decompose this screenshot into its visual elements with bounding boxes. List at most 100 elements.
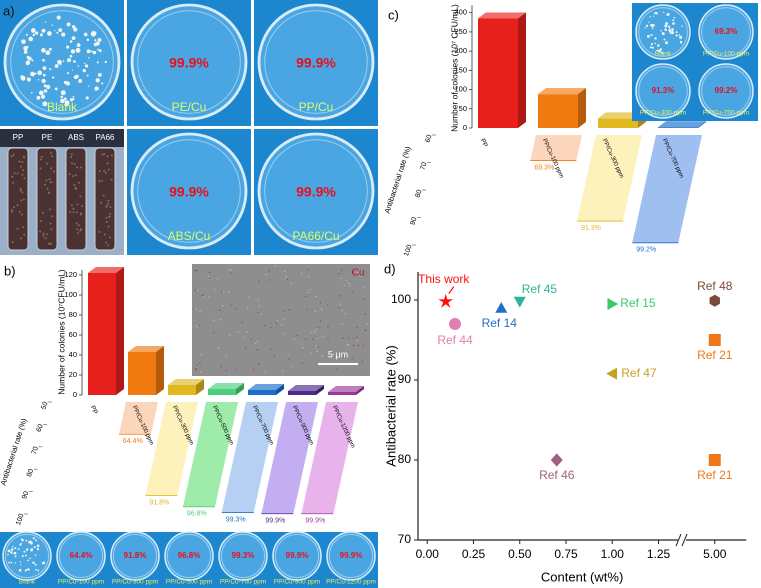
- sem-speck: [220, 365, 222, 368]
- colony: [71, 50, 75, 53]
- bar-top: [288, 385, 324, 391]
- rate-label: 91.3%: [652, 86, 675, 95]
- y-tick-label: 80: [398, 452, 412, 466]
- y-tick-label: 60: [69, 330, 77, 339]
- sem-speck: [258, 305, 260, 307]
- pellet: [19, 187, 22, 190]
- rate-value-label: 64.4%: [123, 438, 143, 445]
- pellet: [77, 181, 80, 184]
- sem-speck: [317, 326, 319, 328]
- pellet: [47, 191, 50, 194]
- x-tick-label: 1.25: [647, 547, 671, 561]
- colony: [645, 24, 649, 27]
- dish-rim: [264, 10, 368, 114]
- colony: [97, 38, 102, 42]
- colony: [663, 11, 665, 14]
- colony: [21, 39, 26, 44]
- petri-dish: [3, 3, 121, 121]
- pellet: [74, 186, 77, 189]
- sem-speck: [260, 313, 262, 315]
- y-tick-label: 250: [454, 27, 467, 36]
- dish-label: PP/Cu-1200 ppm: [326, 579, 376, 586]
- colony: [648, 21, 650, 23]
- colony: [37, 569, 40, 572]
- sem-speck: [199, 324, 201, 327]
- pellet: [11, 210, 14, 213]
- bar-top-shade: [208, 383, 244, 389]
- bar-side: [316, 385, 324, 395]
- colony: [24, 569, 27, 572]
- bar-top-shade: [328, 386, 364, 392]
- pellet: [109, 206, 112, 209]
- colony: [72, 97, 75, 101]
- sem-speck: [327, 338, 329, 340]
- pellet: [16, 227, 19, 230]
- colony: [90, 31, 96, 37]
- sem-speck: [338, 307, 340, 309]
- colony: [668, 26, 671, 29]
- colony: [23, 550, 26, 553]
- colony: [654, 37, 657, 39]
- sem-speck: [293, 338, 296, 340]
- pellet: [16, 204, 19, 207]
- petri-dish: [257, 132, 375, 250]
- dish-label: ABS/Cu: [168, 229, 211, 243]
- rate-label: 99.9%: [296, 184, 336, 200]
- pellet: [70, 156, 73, 159]
- colony: [26, 77, 31, 82]
- sem-speck: [356, 336, 358, 339]
- colony: [56, 15, 61, 20]
- colony: [69, 40, 73, 43]
- sem-speck: [305, 295, 307, 297]
- sem-speck: [339, 295, 341, 297]
- pellet: [45, 162, 48, 165]
- pellet: [20, 237, 23, 240]
- y-axis-title: Number of colonies (10⁷CFU/mL): [56, 269, 66, 395]
- pellet: [76, 211, 79, 214]
- colony: [41, 562, 45, 565]
- pellet: [10, 209, 13, 212]
- sem-speck: [265, 273, 267, 276]
- x-tick-label: 5.00: [703, 547, 727, 561]
- colony: [29, 557, 32, 560]
- sem-speck: [353, 338, 355, 340]
- sem-speck: [364, 329, 367, 331]
- pellet: [23, 233, 26, 236]
- pellet: [39, 158, 42, 161]
- colony: [66, 22, 71, 27]
- sem-speck: [319, 302, 322, 304]
- sem-speck: [315, 345, 317, 347]
- panel-label: b): [4, 263, 16, 278]
- sem-speck: [273, 355, 276, 357]
- dish-rim: [328, 533, 374, 579]
- colony: [651, 24, 655, 27]
- pellet: [105, 216, 108, 219]
- pellet: [102, 194, 105, 197]
- rate-label: 69.3%: [715, 27, 738, 36]
- pellet: [49, 222, 52, 225]
- bar: [598, 118, 638, 128]
- tube-label: ABS: [68, 133, 84, 142]
- pellet: [41, 211, 44, 214]
- marker: [449, 318, 461, 330]
- colony: [13, 553, 15, 555]
- colony: [66, 58, 72, 63]
- colony: [36, 95, 41, 100]
- colony: [19, 561, 22, 563]
- sem-speck: [327, 326, 329, 328]
- bar: [288, 391, 316, 395]
- colony: [671, 28, 674, 31]
- sem-speck: [268, 270, 270, 272]
- sem-speck: [195, 325, 198, 328]
- rate-strip: [530, 135, 582, 161]
- scale-bar-label: 5 μm: [328, 349, 348, 359]
- rate-label: 99.9%: [296, 55, 336, 71]
- sem-speck: [342, 356, 345, 358]
- bar-side: [116, 267, 124, 395]
- pellet: [43, 183, 46, 186]
- colony: [76, 49, 79, 52]
- colony: [35, 539, 37, 542]
- colony: [58, 28, 63, 33]
- bar-top: [478, 12, 526, 19]
- petri-dish: [130, 132, 248, 250]
